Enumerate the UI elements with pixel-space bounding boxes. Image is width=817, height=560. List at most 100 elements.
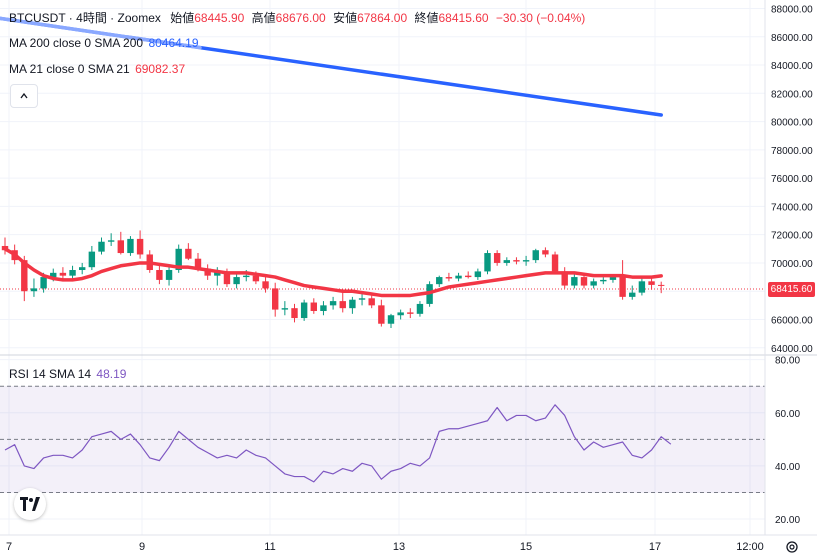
ma200-value: 80464.19: [148, 36, 199, 50]
settings-gear-icon[interactable]: [785, 540, 799, 554]
collapse-legend-button[interactable]: [10, 84, 38, 108]
time-tick-label: 17: [649, 541, 661, 553]
rsi-line: [4, 404, 672, 483]
candle-body: [329, 301, 337, 306]
candle-body: [339, 301, 346, 309]
candle-body: [262, 281, 269, 289]
candle-body: [88, 251, 96, 268]
tradingview-logo-icon[interactable]: [14, 488, 46, 520]
candle-body: [658, 284, 665, 286]
price-tick-label: 80000.00: [771, 118, 813, 129]
price-axis[interactable]: 88000.00 86000.00 84000.00 82000.00 80000.00…: [771, 4, 813, 354]
ma21-series: [3, 247, 663, 298]
candle-body: [474, 271, 482, 278]
candle-body: [416, 303, 424, 314]
ma21-value: 69082.37: [135, 62, 186, 76]
candle-body: [165, 270, 173, 280]
candle-body: [600, 279, 607, 282]
candle-body: [127, 238, 134, 254]
time-tick-label: 7: [6, 541, 12, 553]
open-value: 68445.90: [194, 11, 245, 25]
price-tick-label: 88000.00: [771, 4, 813, 15]
candle-body: [629, 292, 636, 297]
candle-body: [436, 277, 443, 285]
time-tick-label: 9: [139, 541, 145, 553]
close-label: 終値: [414, 11, 439, 25]
price-tick-label: 64000.00: [771, 344, 813, 355]
candle-body: [300, 302, 308, 319]
ma21-line: [3, 247, 663, 298]
candle-body: [107, 240, 115, 242]
candle-body: [185, 248, 192, 259]
rsi-axis[interactable]: 80.00 60.00 40.00 20.00: [775, 356, 800, 526]
time-tick-label: 12:00: [736, 541, 764, 553]
candle-body: [503, 260, 510, 263]
candle-body: [320, 305, 327, 312]
candle-body: [310, 302, 317, 312]
candle-body: [522, 260, 530, 262]
candle-body: [493, 253, 501, 263]
time-tick-label: 11: [264, 541, 275, 553]
symbol-legend[interactable]: BTCUSDT · 4時間 · Zoomex 始値68445.90 高値6867…: [9, 11, 586, 25]
price-tick-label: 84000.00: [771, 61, 813, 72]
candle-body: [98, 241, 105, 252]
rsi-tick-label: 60.00: [775, 409, 800, 420]
rsi-value: 48.19: [96, 367, 127, 381]
candle-body: [194, 258, 202, 269]
price-tick-label: 66000.00: [771, 315, 813, 326]
candle-body: [638, 281, 646, 293]
last-price-tag: 68415.60: [768, 282, 815, 297]
candle-body: [571, 277, 578, 286]
price-tick-label: 86000.00: [771, 33, 813, 44]
candle-body: [455, 275, 462, 279]
candle-body: [281, 308, 289, 310]
rsi-tick-label: 40.00: [775, 462, 800, 473]
price-tick-label: 74000.00: [771, 202, 813, 213]
rsi-series: [4, 404, 672, 483]
candle-body: [50, 272, 57, 278]
candle-body: [59, 272, 67, 276]
candle-body: [387, 315, 395, 324]
candle-body: [513, 260, 520, 262]
candle-body: [484, 253, 491, 272]
chevron-up-icon: [20, 93, 28, 99]
rsi-tick-label: 20.00: [775, 515, 800, 526]
candle-body: [378, 305, 385, 324]
ma200-label: MA 200 close 0 SMA 200: [9, 36, 144, 50]
close-value: 68415.60: [438, 11, 489, 25]
candle-body: [532, 250, 539, 261]
candle-body: [551, 254, 559, 272]
candle-body: [465, 275, 472, 278]
symbol-name[interactable]: BTCUSDT: [9, 11, 66, 25]
candles-series: [1, 230, 665, 328]
time-axis[interactable]: 7 9 11 13 15 17 12:00: [6, 541, 764, 553]
candle-body: [21, 260, 28, 292]
candle-body: [243, 275, 250, 278]
candle-body: [156, 270, 163, 280]
candle-body: [79, 267, 86, 271]
rsi-legend[interactable]: RSI 14 SMA 14 48.19: [9, 367, 126, 381]
candle-body: [609, 277, 617, 280]
candle-body: [117, 240, 124, 254]
ma21-legend[interactable]: MA 21 close 0 SMA 21 69082.37: [9, 62, 185, 76]
high-label: 高値: [251, 11, 276, 25]
interval-label[interactable]: 4時間: [76, 11, 107, 25]
candle-body: [542, 250, 549, 255]
price-tick-label: 82000.00: [771, 89, 813, 100]
candle-body: [648, 281, 655, 285]
candle-body: [407, 312, 414, 314]
ma200-legend[interactable]: MA 200 close 0 SMA 200 80464.19: [9, 36, 199, 50]
low-label: 安値: [333, 11, 358, 25]
candle-body: [291, 308, 298, 319]
candle-body: [204, 268, 211, 276]
price-tick-label: 72000.00: [771, 231, 813, 242]
ma21-label: MA 21 close 0 SMA 21: [9, 62, 130, 76]
candle-body: [40, 277, 47, 289]
candle-body: [590, 281, 597, 286]
exchange-label: Zoomex: [117, 11, 161, 25]
candle-body: [175, 248, 182, 271]
candle-body: [349, 299, 356, 309]
time-tick-label: 15: [520, 541, 532, 553]
candle-body: [561, 271, 568, 286]
